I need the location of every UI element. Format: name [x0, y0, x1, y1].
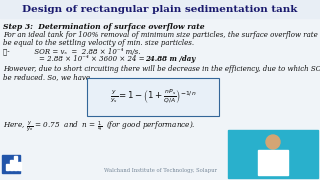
Text: = 2.88 × 10⁻⁴ × 3600 × 24 =: = 2.88 × 10⁻⁴ × 3600 × 24 =: [3, 55, 147, 63]
Text: However, due to short circuiting there will be decrease in the efficiency, due t: However, due to short circuiting there w…: [3, 65, 320, 73]
Bar: [0, 0, 320, 18]
Bar: [258, 150, 288, 175]
Text: For an ideal tank for 100% removal of minimum size particles, the surface overfl: For an ideal tank for 100% removal of mi…: [3, 31, 320, 39]
Text: $\frac{y}{y_s} = 1 - \left(1 + \frac{nP_s}{Q/A}\right)^{-1/n}$: $\frac{y}{y_s} = 1 - \left(1 + \frac{nP_…: [110, 88, 196, 106]
Text: Step 3:  Determination of surface overflow rate: Step 3: Determination of surface overflo…: [3, 23, 204, 31]
Text: 24.88 m /day: 24.88 m /day: [145, 55, 196, 63]
Bar: [14, 156, 17, 170]
Bar: [6, 164, 9, 170]
Text: Walchand Institute of Technology, Solapur: Walchand Institute of Technology, Solapu…: [103, 168, 217, 173]
Text: Design of rectangular plain sedimentation tank: Design of rectangular plain sedimentatio…: [22, 6, 298, 15]
Text: ∴-           SOR = vₛ  =  2.88 × 10⁻⁴ m/s.: ∴- SOR = vₛ = 2.88 × 10⁻⁴ m/s.: [3, 47, 140, 55]
Bar: [18, 162, 21, 170]
Bar: [228, 130, 318, 178]
Text: be equal to the settling velocity of min. size particles.: be equal to the settling velocity of min…: [3, 39, 194, 47]
Text: be reduced. So, we have: be reduced. So, we have: [3, 73, 90, 81]
Bar: [2, 155, 20, 173]
Bar: [10, 160, 13, 170]
Text: Here, $\frac{y}{y_o}$ = 0.75  and  n = $\frac{1}{4}$  (for good performance).: Here, $\frac{y}{y_o}$ = 0.75 and n = $\f…: [3, 119, 196, 134]
FancyBboxPatch shape: [87, 78, 219, 116]
Circle shape: [266, 135, 280, 149]
